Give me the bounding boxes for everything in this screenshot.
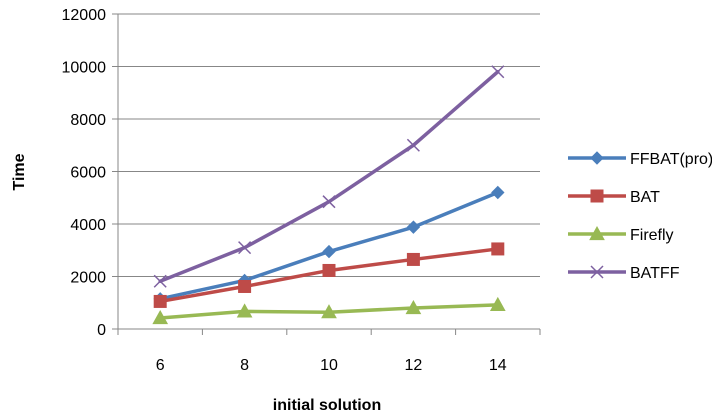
data-point xyxy=(489,296,506,311)
data-point xyxy=(238,241,252,255)
data-point xyxy=(236,303,253,318)
legend: FFBAT(pro) BAT Firefly BATFF xyxy=(568,151,712,282)
legend-item: Firefly xyxy=(568,225,674,244)
x-tick-label: 8 xyxy=(240,357,249,374)
data-point xyxy=(322,263,336,277)
data-point xyxy=(406,138,420,152)
data-point xyxy=(590,265,604,279)
data-point xyxy=(153,294,167,308)
legend-item: BATFF xyxy=(568,265,680,282)
data-point xyxy=(589,225,605,241)
series-ffbat-pro- xyxy=(153,185,505,306)
data-point xyxy=(152,309,169,325)
x-tick-label: 12 xyxy=(405,357,423,374)
y-axis-title: Time xyxy=(11,153,28,190)
data-point xyxy=(491,185,505,200)
y-tick-label: 2000 xyxy=(70,270,106,287)
legend-item: FFBAT(pro) xyxy=(568,151,712,168)
legend-label: BATFF xyxy=(630,265,680,282)
data-point xyxy=(322,244,336,259)
y-tick-label: 0 xyxy=(97,322,106,339)
data-point xyxy=(590,189,604,203)
y-tick-label: 4000 xyxy=(70,217,106,234)
y-tick-labels: 0 2000 4000 6000 8000 10000 12000 xyxy=(62,7,107,339)
legend-label: FFBAT(pro) xyxy=(630,151,712,168)
x-tick-label: 10 xyxy=(320,357,338,374)
y-tick-label: 8000 xyxy=(70,112,106,129)
x-tick-label: 6 xyxy=(156,357,165,374)
data-point xyxy=(321,304,337,319)
data-point xyxy=(406,220,421,234)
x-tick-labels: 6 8 10 12 14 xyxy=(156,357,507,374)
data-point-stroke xyxy=(322,195,336,209)
legend-item: BAT xyxy=(568,189,660,206)
x-tick-label: 14 xyxy=(489,357,507,374)
series-batff xyxy=(153,65,505,288)
series-bat xyxy=(153,242,505,308)
data-point xyxy=(491,65,505,79)
data-point xyxy=(238,279,252,293)
y-tick-label: 12000 xyxy=(62,7,107,24)
data-point xyxy=(406,252,420,266)
data-point-stroke xyxy=(590,265,604,279)
x-axis-title: initial solution xyxy=(273,397,381,414)
y-tick-label: 10000 xyxy=(62,60,107,77)
axes xyxy=(112,13,541,335)
data-point xyxy=(153,274,167,288)
legend-label: BAT xyxy=(630,189,660,206)
data-point xyxy=(491,242,505,256)
y-tick-label: 6000 xyxy=(70,165,106,182)
data-point xyxy=(322,195,336,209)
data-point xyxy=(405,299,422,315)
data-point-stroke xyxy=(153,274,167,288)
series-firefly xyxy=(152,296,506,325)
data-point-stroke xyxy=(491,65,505,79)
data-point xyxy=(590,151,604,165)
series-lines xyxy=(152,65,506,325)
data-point-stroke xyxy=(238,241,252,255)
legend-label: Firefly xyxy=(630,227,674,244)
data-point-stroke xyxy=(406,138,420,152)
gridlines xyxy=(118,13,540,277)
